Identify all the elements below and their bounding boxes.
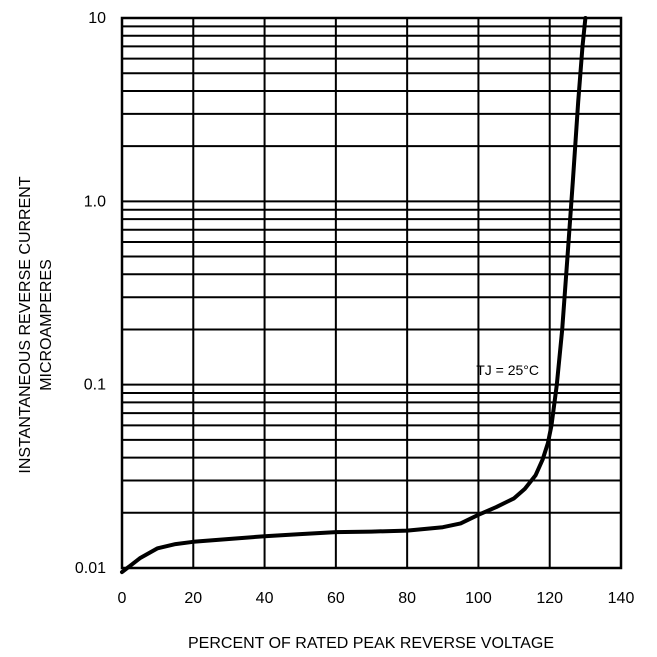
y-tick-label-0_1: 0.1 bbox=[84, 377, 106, 394]
annotations: TJ = 25°C bbox=[476, 362, 539, 378]
temperature-annotation: TJ = 25°C bbox=[476, 362, 539, 378]
x-tick-label-100: 100 bbox=[465, 590, 492, 607]
axis-titles: PERCENT OF RATED PEAK REVERSE VOLTAGE INS… bbox=[17, 176, 554, 652]
series-line-0 bbox=[120, 16, 588, 575]
grid bbox=[121, 17, 622, 569]
x-tick-label-60: 60 bbox=[327, 590, 345, 607]
y-axis-title-line-2: MICROAMPERES bbox=[38, 259, 55, 391]
y-tick-label-10: 10 bbox=[88, 10, 106, 27]
y-tick-label-1: 1.0 bbox=[84, 193, 106, 210]
x-tick-label-0: 0 bbox=[118, 590, 127, 607]
axes bbox=[120, 16, 623, 570]
x-tick-label-80: 80 bbox=[398, 590, 416, 607]
x-tick-label-120: 120 bbox=[536, 590, 563, 607]
tick-labels: 0 20 40 60 80 100 120 140 0.01 0.1 1.0 10 bbox=[75, 10, 635, 607]
plot-frame bbox=[120, 16, 623, 570]
x-tick-label-40: 40 bbox=[256, 590, 274, 607]
y-axis-title-line-1: INSTANTANEOUS REVERSE CURRENT bbox=[17, 176, 34, 473]
series bbox=[120, 16, 588, 575]
x-tick-label-20: 20 bbox=[184, 590, 202, 607]
x-axis-title: PERCENT OF RATED PEAK REVERSE VOLTAGE bbox=[188, 635, 554, 652]
x-tick-label-140: 140 bbox=[608, 590, 635, 607]
y-tick-label-0_01: 0.01 bbox=[75, 560, 106, 577]
